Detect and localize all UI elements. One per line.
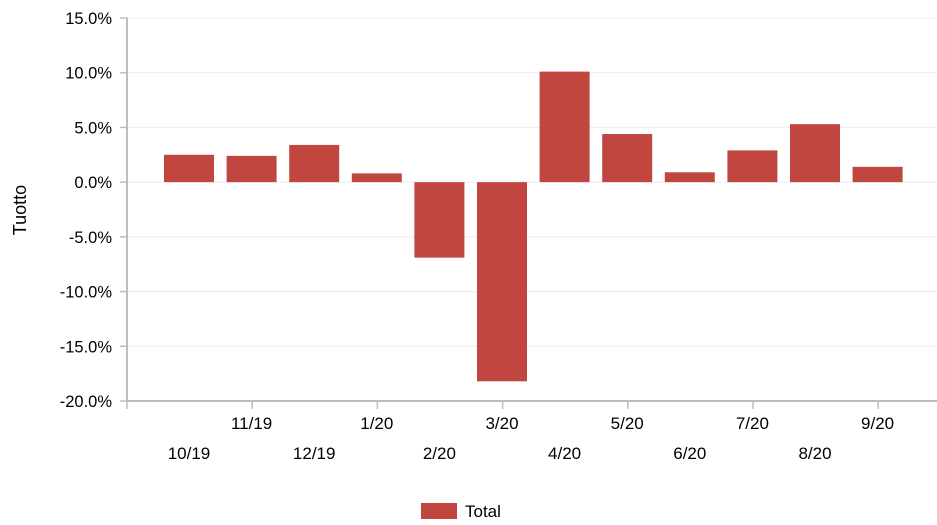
bar bbox=[289, 145, 339, 182]
bar bbox=[540, 72, 590, 183]
x-tick-label: 2/20 bbox=[423, 444, 456, 463]
y-tick-label: -10.0% bbox=[60, 284, 113, 302]
x-tick-label: 11/19 bbox=[231, 414, 272, 433]
x-tick-label: 10/19 bbox=[168, 444, 211, 463]
bar bbox=[164, 155, 214, 182]
y-tick-label: 5.0% bbox=[74, 119, 112, 137]
bar bbox=[227, 156, 277, 182]
y-tick-label: 15.0% bbox=[65, 10, 112, 28]
y-tick-label: -20.0% bbox=[60, 393, 113, 411]
x-tick-label: 8/20 bbox=[798, 444, 831, 463]
bar bbox=[665, 172, 715, 182]
x-tick-label: 4/20 bbox=[548, 444, 581, 463]
legend: Total bbox=[421, 502, 501, 520]
bar bbox=[602, 134, 652, 182]
y-tick-label: 10.0% bbox=[65, 65, 112, 83]
x-tick-label: 12/19 bbox=[293, 444, 336, 463]
bar bbox=[414, 182, 464, 258]
x-tick-label: 6/20 bbox=[673, 444, 706, 463]
bar bbox=[477, 182, 527, 381]
x-tick-label: 1/20 bbox=[360, 414, 393, 433]
y-tick-label: 0.0% bbox=[74, 174, 112, 192]
bar bbox=[352, 173, 402, 182]
bar bbox=[853, 167, 903, 182]
x-tick-label: 9/20 bbox=[861, 414, 894, 433]
axes bbox=[120, 18, 937, 409]
legend-swatch bbox=[421, 503, 457, 519]
y-tick-label: -15.0% bbox=[60, 338, 113, 356]
bar bbox=[727, 150, 777, 182]
x-tick-label: 5/20 bbox=[611, 414, 644, 433]
y-axis-label: Tuotto bbox=[10, 185, 30, 235]
x-tick-label: 3/20 bbox=[485, 414, 518, 433]
legend-label: Total bbox=[465, 502, 501, 520]
bars bbox=[164, 72, 903, 382]
bar bbox=[790, 124, 840, 182]
x-tick-label: 7/20 bbox=[736, 414, 769, 433]
y-tick-label: -5.0% bbox=[69, 229, 112, 247]
